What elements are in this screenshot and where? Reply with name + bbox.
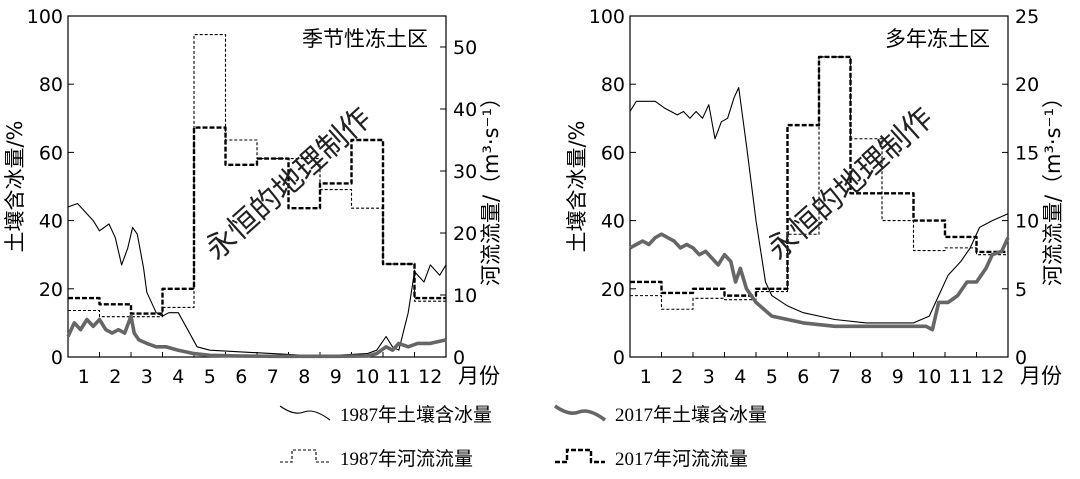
chart-title: 多年冻土区 [885,27,990,51]
x-tick-label: 12 [418,366,442,388]
right-tick-label: 15 [1015,142,1039,164]
x-tick-label: 8 [298,366,310,388]
legend-label: 1987年河流流量 [340,448,473,470]
series-line-2 [630,56,1008,310]
left-tick-label: 20 [601,279,625,301]
right-tick-label: 10 [1015,211,1039,233]
right-tick-label: 0 [1015,347,1027,369]
legend-swatch-0 [279,405,331,421]
x-tick-label: 4 [172,366,184,388]
right-tick-label: 20 [453,223,477,245]
legend-swatch-3 [555,448,605,464]
left-tick-label: 40 [601,211,625,233]
left-tick-label: 80 [601,74,625,96]
x-tick-label: 9 [892,366,904,388]
x-tick-label: 7 [267,366,279,388]
x-tick-label: 5 [766,366,778,388]
x-tick-label: 1 [78,366,90,388]
right-tick-label: 50 [453,37,477,59]
right-tick-label: 5 [1015,279,1027,301]
plot-frame [67,15,447,358]
legend-label: 2017年河流流量 [615,448,748,470]
x-tick-label: 3 [141,366,153,388]
series-line-0 [67,202,447,356]
x-tick-label: 1 [640,366,652,388]
series-line-3 [68,126,446,315]
right-tick-label: 20 [1015,74,1039,96]
left-tick-label: 40 [39,211,63,233]
x-tick-label: 10 [355,366,379,388]
x-axis-label: 月份 [1020,364,1062,388]
x-tick-label: 3 [703,366,715,388]
left-axis-label: 土壤含冰量/% [565,120,589,252]
x-tick-label: 9 [330,366,342,388]
right-axis-label: 河流流量/（m³·s⁻¹） [479,87,503,286]
left-tick-label: 100 [27,6,63,28]
left-tick-label: 60 [601,142,625,164]
left-tick-label: 0 [613,347,625,369]
series-line-0 [629,87,1009,324]
chart-title: 季节性冻土区 [302,27,428,51]
series-line-3 [630,55,1008,297]
legend-label: 2017年土壤含冰量 [615,404,767,426]
x-tick-label: 7 [829,366,841,388]
series-line-1 [629,232,1010,332]
x-tick-label: 6 [797,366,809,388]
right-tick-label: 40 [453,99,477,121]
left-tick-label: 0 [51,347,63,369]
x-axis-label: 月份 [458,364,500,388]
legend-swatch-1 [553,404,607,422]
x-tick-label: 2 [671,366,683,388]
right-tick-label: 30 [453,161,477,183]
left-tick-label: 20 [39,279,63,301]
right-tick-label: 25 [1015,6,1039,28]
right-axis-label: 河流流量/（m³·s⁻¹） [1041,87,1065,286]
x-tick-label: 12 [980,366,1004,388]
x-tick-label: 11 [387,366,411,388]
legend: 1987年土壤含冰量 2017年土壤含冰量 1987年河流流量 2017年河流流量 [279,404,767,470]
legend-label: 1987年土壤含冰量 [340,404,492,426]
right-tick-label: 10 [453,285,477,307]
series-line-2 [68,34,446,318]
x-tick-label: 4 [734,366,746,388]
left-axis-label: 土壤含冰量/% [3,120,27,252]
left-tick-label: 60 [39,142,63,164]
x-tick-label: 10 [917,366,941,388]
x-tick-label: 11 [949,366,973,388]
x-tick-label: 5 [204,366,216,388]
right-tick-label: 0 [453,347,465,369]
series-line-1 [66,314,447,359]
left-tick-label: 100 [589,6,625,28]
legend-swatch-2 [280,449,330,463]
x-tick-label: 8 [860,366,872,388]
x-tick-label: 6 [235,366,247,388]
x-tick-label: 2 [109,366,121,388]
left-tick-label: 80 [39,74,63,96]
